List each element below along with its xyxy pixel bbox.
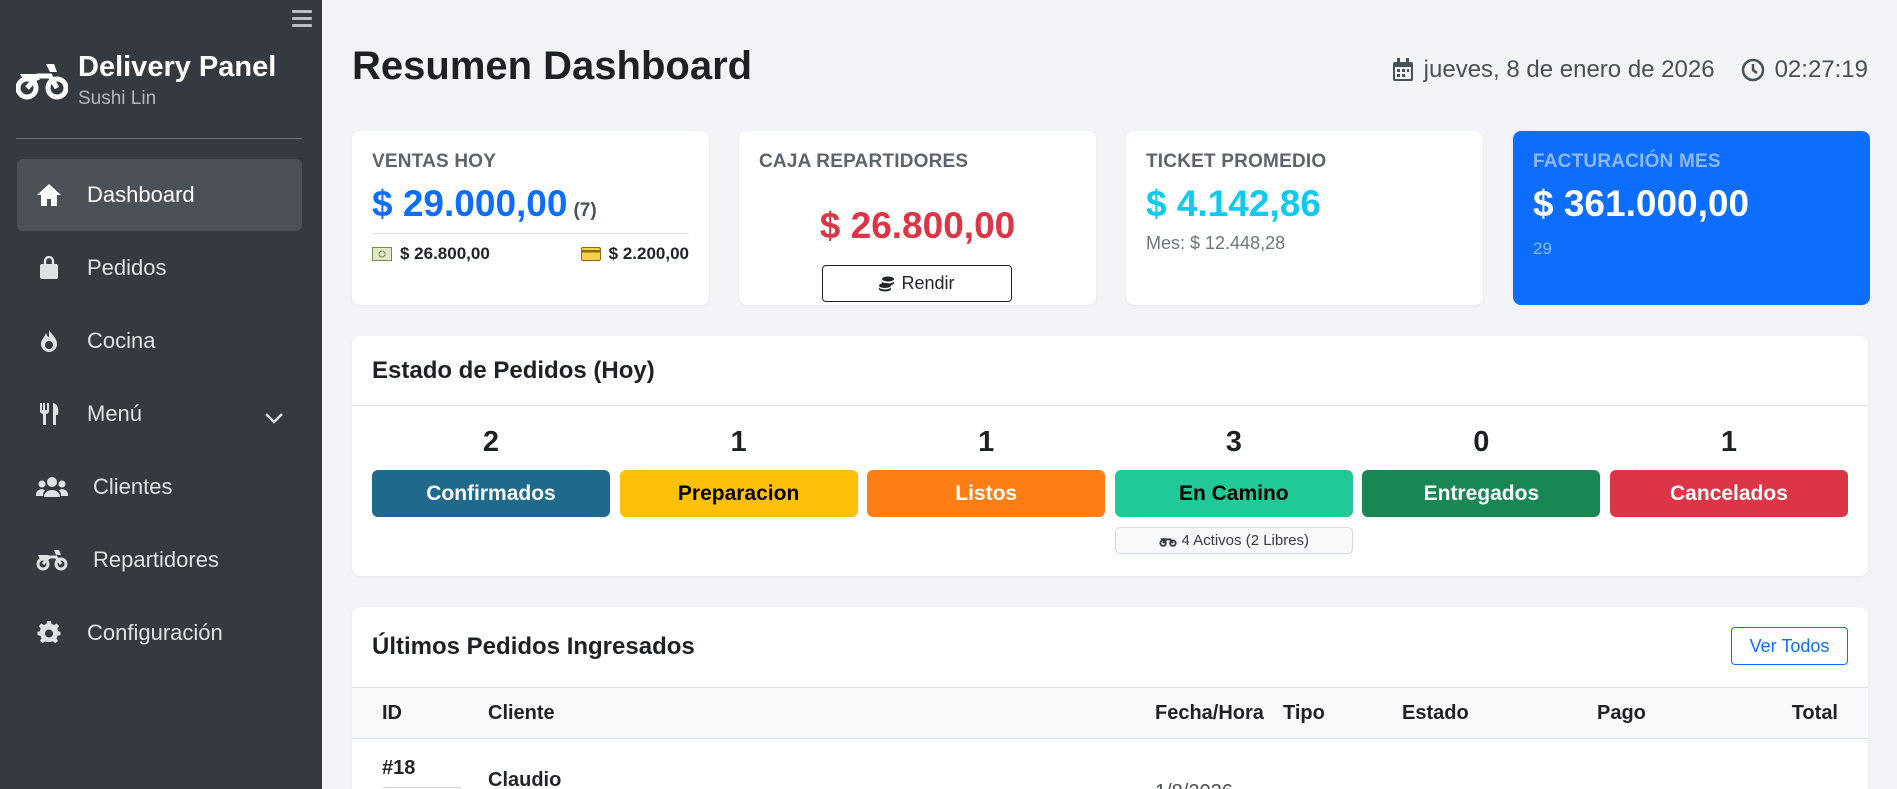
order-id: #18 [382,757,416,779]
kpi-ventas-hoy: VENTAS HOY $ 29.000,00 (7) $ 26.800,00 $ … [352,131,709,305]
order-cliente: Claudio [488,769,562,789]
status-pill[interactable]: En Camino [1114,470,1353,517]
brand-title: Delivery Panel [78,51,277,83]
kpi-subtext: 29 [1533,239,1552,258]
kpi-facturacion-mes: FACTURACIÓN MES $ 361.000,00 29 [1513,131,1870,305]
status-pill[interactable]: Cancelados [1609,470,1848,517]
sidebar-item-menu[interactable]: Menú [17,378,302,450]
status-count: 1 [1720,426,1738,458]
motorcycle-icon [35,547,69,573]
brand-subtitle: Sushi Lin [78,88,157,109]
column-header[interactable]: Tipo [1283,702,1325,724]
rendir-button[interactable]: Rendir [822,265,1012,302]
status-pill[interactable]: Confirmados [372,470,610,517]
riders-text: 4 Activos (2 Libres) [1181,532,1310,549]
kpi-ticket-promedio: TICKET PROMEDIO $ 4.142,86 Mes: $ 12.448… [1126,131,1483,305]
gear-icon [35,620,63,646]
column-header[interactable]: Pago [1597,702,1646,724]
estado-pedidos-card: Estado de Pedidos (Hoy) 2 Confirmados 1 … [352,336,1868,576]
column-header[interactable]: Estado [1402,702,1469,724]
kpi-label: FACTURACIÓN MES [1533,151,1721,172]
sidebar-item-clientes[interactable]: Clientes [17,451,302,523]
chevron-down-icon[interactable] [264,404,284,430]
sidebar-item-label: Configuración [87,620,223,645]
fire-icon [35,328,63,354]
sidebar-item-label: Dashboard [87,182,195,207]
hamburger-menu-icon[interactable] [292,10,312,28]
status-count: 1 [978,426,995,458]
status-count: 0 [1473,426,1490,458]
sidebar-item-dashboard[interactable]: Dashboard [17,159,302,231]
sidebar-item-cocina[interactable]: Cocina [17,305,302,377]
column-header[interactable]: Fecha/Hora [1155,702,1264,724]
sidebar-item-label: Menú [87,401,143,426]
sidebar-divider [16,138,302,139]
column-header[interactable]: ID [382,702,402,724]
kpi-caja-repartidores: CAJA REPARTIDORES $ 26.800,00 Rendir [739,131,1096,305]
status-count: 3 [1225,426,1242,458]
sidebar-item-label: Cocina [87,328,156,353]
status-en-camino: 3 En Camino 4 Activos (2 Libres) [1114,426,1353,554]
sidebar-nav: Dashboard Pedidos Cocina Menú [17,159,302,670]
status-confirmados: 2 Confirmados [372,426,610,554]
sidebar-item-configuracion[interactable]: Configuración [17,597,302,669]
status-pill[interactable]: Entregados [1362,470,1601,517]
coins-icon [879,276,895,291]
table-row[interactable]: #18 Claudio 1/8/2026 [352,739,1868,789]
column-header[interactable]: Cliente [488,702,555,724]
sidebar: Delivery Panel Sushi Lin Dashboard Pedid… [0,0,322,789]
kpi-value: $ 26.800,00 [819,205,1016,246]
card-title: Últimos Pedidos Ingresados [372,633,695,660]
status-count: 1 [730,426,747,458]
status-count: 2 [482,426,500,458]
motorcycle-icon [1158,537,1177,547]
clock-icon [1741,58,1765,82]
page-title: Resumen Dashboard [352,44,753,88]
home-icon [35,182,63,208]
kpi-value: $ 4.142,86 [1146,183,1321,224]
sidebar-item-label: Clientes [93,474,173,499]
header-datetime: jueves, 8 de enero de 2026 02:27:19 [1392,56,1868,84]
cash-icon [372,247,392,261]
sidebar-item-label: Pedidos [87,255,167,280]
credit-card-icon [580,247,601,261]
kpi-label: VENTAS HOY [372,151,497,172]
brand: Delivery Panel Sushi Lin [16,50,276,110]
riders-badge: 4 Activos (2 Libres) [1114,527,1353,554]
status-pill[interactable]: Listos [867,470,1106,517]
users-icon [35,474,69,500]
sidebar-item-repartidores[interactable]: Repartidores [17,524,302,596]
column-header[interactable]: Total [1791,702,1838,724]
kpi-count: (7) [573,200,597,221]
ultimos-pedidos-card: Últimos Pedidos Ingresados Ver Todos ID … [352,607,1868,789]
rendir-label: Rendir [901,273,955,293]
utensils-icon [35,401,63,427]
card-amount: $ 2.200,00 [608,244,689,263]
motorcycle-icon [16,64,68,100]
status-cancelados: 1 Cancelados [1609,426,1848,554]
table-header: ID Cliente Fecha/Hora Tipo Estado Pago T… [352,687,1868,739]
status-listos: 1 Listos [867,426,1106,554]
kpi-value: $ 29.000,00 [372,183,568,224]
status-preparacion: 1 Preparacion [619,426,858,554]
card-title: Estado de Pedidos (Hoy) [352,336,1868,406]
ver-todos-button[interactable]: Ver Todos [1731,627,1848,665]
status-entregados: 0 Entregados [1362,426,1601,554]
status-pill[interactable]: Preparacion [619,470,858,517]
kpi-label: TICKET PROMEDIO [1146,151,1327,172]
bag-icon [35,255,63,281]
payment-split: $ 26.800,00 $ 2.200,00 [372,233,689,264]
current-time: 02:27:19 [1774,56,1868,83]
calendar-icon [1392,58,1414,82]
kpi-subtext: Mes: $ 12.448,28 [1146,233,1286,253]
sidebar-item-label: Repartidores [93,547,219,572]
order-fecha: 1/8/2026 [1155,781,1233,789]
kpi-label: CAJA REPARTIDORES [759,151,969,172]
sidebar-item-pedidos[interactable]: Pedidos [17,232,302,304]
cash-amount: $ 26.800,00 [400,244,490,263]
current-date: jueves, 8 de enero de 2026 [1423,56,1715,83]
status-grid: 2 Confirmados 1 Preparacion 1 Listos 3 E… [372,426,1848,554]
kpi-value: $ 361.000,00 [1533,183,1750,224]
